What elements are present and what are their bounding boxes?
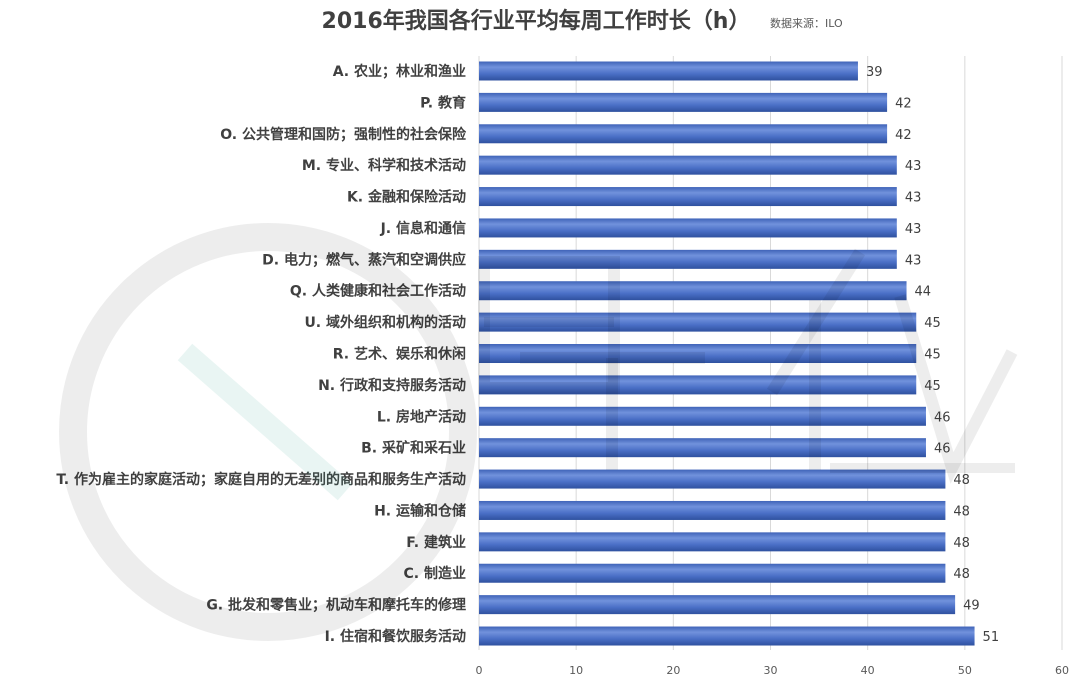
bar [479, 626, 975, 646]
data-label: 48 [953, 504, 970, 519]
x-tick-label: 60 [1055, 664, 1069, 677]
category-label: D. 电力；燃气、蒸汽和空调供应 [262, 251, 466, 268]
category-label: H. 运输和仓储 [374, 502, 466, 519]
bar [479, 375, 917, 395]
category-label: P. 教育 [420, 94, 466, 111]
category-label: O. 公共管理和国防；强制性的社会保险 [220, 126, 467, 143]
x-tick-label: 40 [861, 664, 875, 677]
data-label: 51 [983, 630, 1000, 645]
data-label: 45 [924, 348, 941, 363]
bar [479, 469, 946, 489]
watermark-tail-stroke [177, 343, 353, 501]
category-labels: A. 农业；林业和渔业 P. 教育 O. 公共管理和国防；强制性的社会保险 M. 专业… [56, 63, 467, 645]
data-label: 42 [895, 128, 912, 143]
watermark-diagonal-stroke [766, 248, 866, 396]
bar [479, 92, 888, 112]
source-note: 数据来源：ILO [770, 16, 843, 30]
category-label: K. 金融和保险活动 [347, 189, 466, 206]
data-label: 48 [953, 473, 970, 488]
data-label: 43 [905, 222, 922, 237]
category-label: T. 作为雇主的家庭活动；家庭自用的无差别的商品和服务生产活动 [56, 471, 466, 488]
x-tick-label: 50 [958, 664, 972, 677]
bar [479, 155, 897, 175]
bar [479, 218, 897, 238]
data-labels: 39 42 42 43 43 43 43 44 45 45 45 46 46 48 48 48 48 49 51 [866, 65, 999, 645]
data-label: 39 [866, 65, 883, 80]
category-label: Q. 人类健康和社会工作活动 [290, 283, 466, 300]
bar [479, 595, 956, 615]
data-label: 48 [953, 567, 970, 582]
data-label: 43 [905, 253, 922, 268]
bar [479, 532, 946, 552]
bar [479, 281, 907, 301]
category-label: I. 住宿和餐饮服务活动 [325, 628, 466, 645]
data-label: 45 [924, 316, 941, 331]
x-tick-label: 20 [666, 664, 680, 677]
data-label: 46 [934, 410, 951, 425]
category-label: J. 信息和通信 [380, 220, 466, 237]
category-label: A. 农业；林业和渔业 [333, 63, 466, 80]
x-axis-tick-labels: 0 10 20 30 40 50 60 [476, 664, 1070, 677]
bar [479, 438, 926, 458]
watermark-box-stroke [478, 256, 620, 394]
bar [479, 344, 917, 364]
bar [479, 563, 946, 583]
data-label: 43 [905, 191, 922, 206]
x-tick-label: 30 [764, 664, 778, 677]
category-label: B. 采矿和采石业 [361, 440, 466, 457]
bar [479, 312, 917, 332]
watermark-ring [59, 223, 477, 641]
category-label: C. 制造业 [404, 565, 466, 582]
x-tick-label: 10 [569, 664, 583, 677]
data-label: 45 [924, 379, 941, 394]
category-label: F. 建筑业 [406, 534, 466, 551]
bar [479, 406, 926, 426]
watermark-logo [59, 223, 1018, 641]
data-label: 43 [905, 159, 922, 174]
bars [479, 61, 975, 646]
category-label: L. 房地产活动 [377, 408, 466, 425]
bar [479, 500, 946, 520]
data-label: 48 [953, 536, 970, 551]
bar [479, 187, 897, 207]
data-label: 46 [934, 442, 951, 457]
bar [479, 61, 858, 81]
category-label: N. 行政和支持服务活动 [318, 377, 466, 394]
category-label: M. 专业、科学和技术活动 [302, 157, 466, 174]
category-label: U. 域外组织和机构的活动 [304, 314, 466, 331]
data-label: 42 [895, 96, 912, 111]
category-label: G. 批发和零售业；机动车和摩托车的修理 [206, 597, 466, 614]
data-label: 44 [915, 285, 932, 300]
bar [479, 249, 897, 269]
category-label: R. 艺术、娱乐和休闲 [333, 346, 466, 363]
chart-title: 2016年我国各行业平均每周工作时长（h） [322, 8, 751, 34]
x-tick-label: 0 [476, 664, 483, 677]
watermark-v-stroke [894, 294, 1018, 484]
bar [479, 124, 888, 144]
data-label: 49 [963, 599, 980, 614]
